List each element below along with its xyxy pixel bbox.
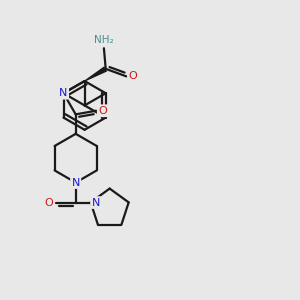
- Text: O: O: [98, 106, 107, 116]
- Text: N: N: [92, 198, 100, 208]
- Text: N: N: [71, 178, 80, 188]
- Text: O: O: [128, 71, 137, 81]
- Text: NH₂: NH₂: [94, 35, 114, 45]
- Text: O: O: [45, 198, 53, 208]
- Text: N: N: [59, 88, 68, 98]
- Polygon shape: [84, 66, 107, 82]
